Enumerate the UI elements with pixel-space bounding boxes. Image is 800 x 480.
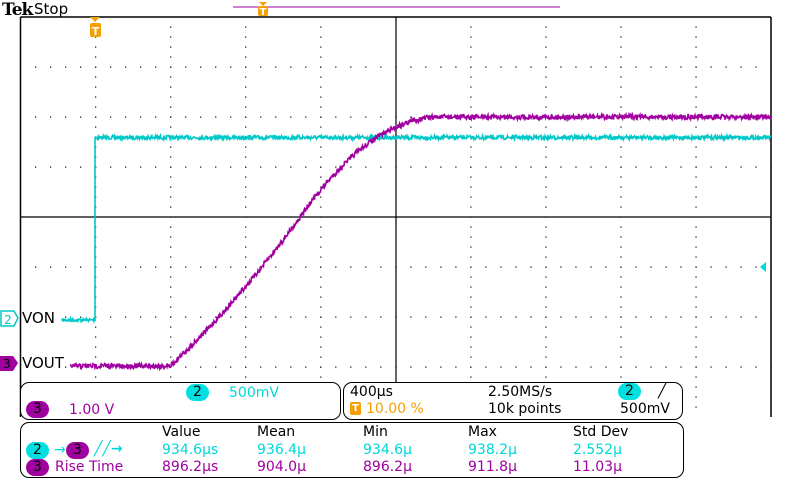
- source-badge: 3: [26, 459, 49, 476]
- delay-std-dev: 2.552µ: [573, 442, 622, 458]
- svg-text:T: T: [92, 25, 100, 38]
- rise-std-dev: 11.03µ: [573, 459, 622, 475]
- rise-mean: 904.0µ: [257, 459, 306, 475]
- trigger-position: 10.00 %: [366, 401, 424, 417]
- rise-time-label: Rise Time: [55, 459, 124, 475]
- rise-min: 896.2µ: [363, 459, 412, 475]
- ch2-marker: 2: [0, 310, 19, 327]
- rising-edge-icon: ╱: [658, 383, 667, 399]
- delay-value: 934.6µs: [162, 442, 219, 458]
- svg-text:T: T: [260, 7, 267, 18]
- trigger-source-badge: 2: [618, 383, 641, 400]
- rise-max: 911.8µ: [468, 459, 517, 475]
- delay-max: 938.2µ: [468, 442, 517, 458]
- ch3-marker: 3: [0, 356, 18, 371]
- measurements-panel[interactable]: Value Mean Min Max Std Dev 2 → 3 ╱╱→ 934…: [20, 422, 684, 478]
- ch2-label: VON: [22, 309, 56, 327]
- ch3-trace: [69, 111, 772, 372]
- ch2-scale: 500mV: [229, 385, 279, 401]
- ch2-trace: [61, 132, 772, 324]
- header-std-dev: Std Dev: [573, 424, 629, 440]
- ch2-badge: 2: [186, 384, 209, 401]
- source-badge: 2: [26, 442, 49, 459]
- ch3-scale: 1.00 V: [69, 402, 115, 418]
- tek-logo: Tek: [2, 0, 33, 20]
- ch3-label: VOUT: [22, 354, 64, 372]
- target-badge: 3: [66, 442, 89, 459]
- header-max: Max: [468, 424, 497, 440]
- header-value: Value: [162, 424, 201, 440]
- sample-rate: 2.50MS/s: [488, 384, 553, 400]
- trigger-position-icon: T: [350, 402, 361, 415]
- record-trigger-marker: T: [258, 2, 268, 18]
- acquisition-status: Stop: [34, 0, 69, 18]
- ch3-badge: 3: [26, 401, 49, 418]
- trigger-position-marker: T: [90, 17, 101, 38]
- trigger-level-marker: [760, 262, 766, 272]
- delay-min: 934.6µ: [363, 442, 412, 458]
- rise-value: 896.2µs: [162, 459, 219, 475]
- header-mean: Mean: [257, 424, 296, 440]
- delay-mean: 936.4µ: [257, 442, 306, 458]
- graticule: [19, 16, 772, 417]
- vertical-settings-panel[interactable]: 2 500mV 3 1.00 V: [20, 382, 341, 420]
- header-min: Min: [363, 424, 388, 440]
- record-length: 10k points: [488, 401, 562, 417]
- timebase: 400µs: [350, 384, 393, 400]
- trigger-level: 500mV: [620, 401, 670, 417]
- svg-text:2: 2: [4, 313, 12, 327]
- horizontal-trigger-panel[interactable]: 400µs 2.50MS/s 2 ╱ T 10.00 % 10k points …: [343, 382, 683, 420]
- arrow-icon: →: [54, 442, 66, 458]
- svg-text:3: 3: [3, 357, 11, 371]
- delay-rising-rising-icon: ╱╱→: [94, 441, 123, 457]
